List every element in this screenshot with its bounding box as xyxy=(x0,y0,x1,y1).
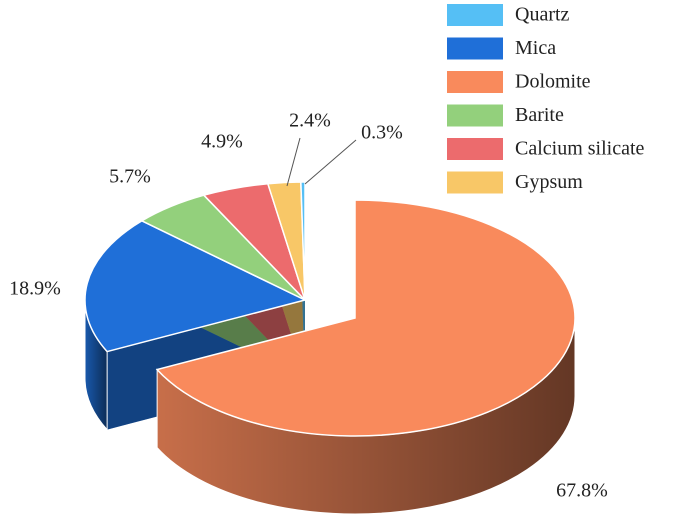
legend-swatch xyxy=(447,71,503,93)
data-label: 67.8% xyxy=(556,480,608,502)
legend-swatch xyxy=(447,104,503,127)
leader-line xyxy=(286,137,301,187)
data-label: 0.3% xyxy=(361,122,403,144)
legend-label: Quartz xyxy=(515,4,570,26)
labels: 0.3% 18.9% 67.8% 5.7% 4.9% 2.4% xyxy=(9,110,608,502)
pie-slice xyxy=(300,181,306,301)
leader-line xyxy=(304,139,357,185)
pie-slice xyxy=(84,220,308,353)
pie-slice xyxy=(155,199,576,437)
legend-swatch xyxy=(447,138,503,160)
legend: Quartz Mica Dolomite Barite Calcium silicate… xyxy=(447,4,645,194)
data-label: 5.7% xyxy=(109,166,151,188)
exploded-slice xyxy=(155,199,576,515)
data-label: 18.9% xyxy=(9,278,61,300)
legend-label: Gypsum xyxy=(515,171,583,193)
legend-label: Dolomite xyxy=(515,71,591,93)
legend-swatch xyxy=(447,171,503,194)
data-label: 2.4% xyxy=(289,110,331,132)
legend-label: Calcium silicate xyxy=(515,138,645,160)
legend-label: Barite xyxy=(515,104,564,126)
legend-swatch xyxy=(447,4,503,26)
pie-tops xyxy=(84,181,308,353)
data-label: 4.9% xyxy=(201,131,243,153)
legend-label: Mica xyxy=(515,37,556,59)
legend-swatch xyxy=(447,37,503,60)
